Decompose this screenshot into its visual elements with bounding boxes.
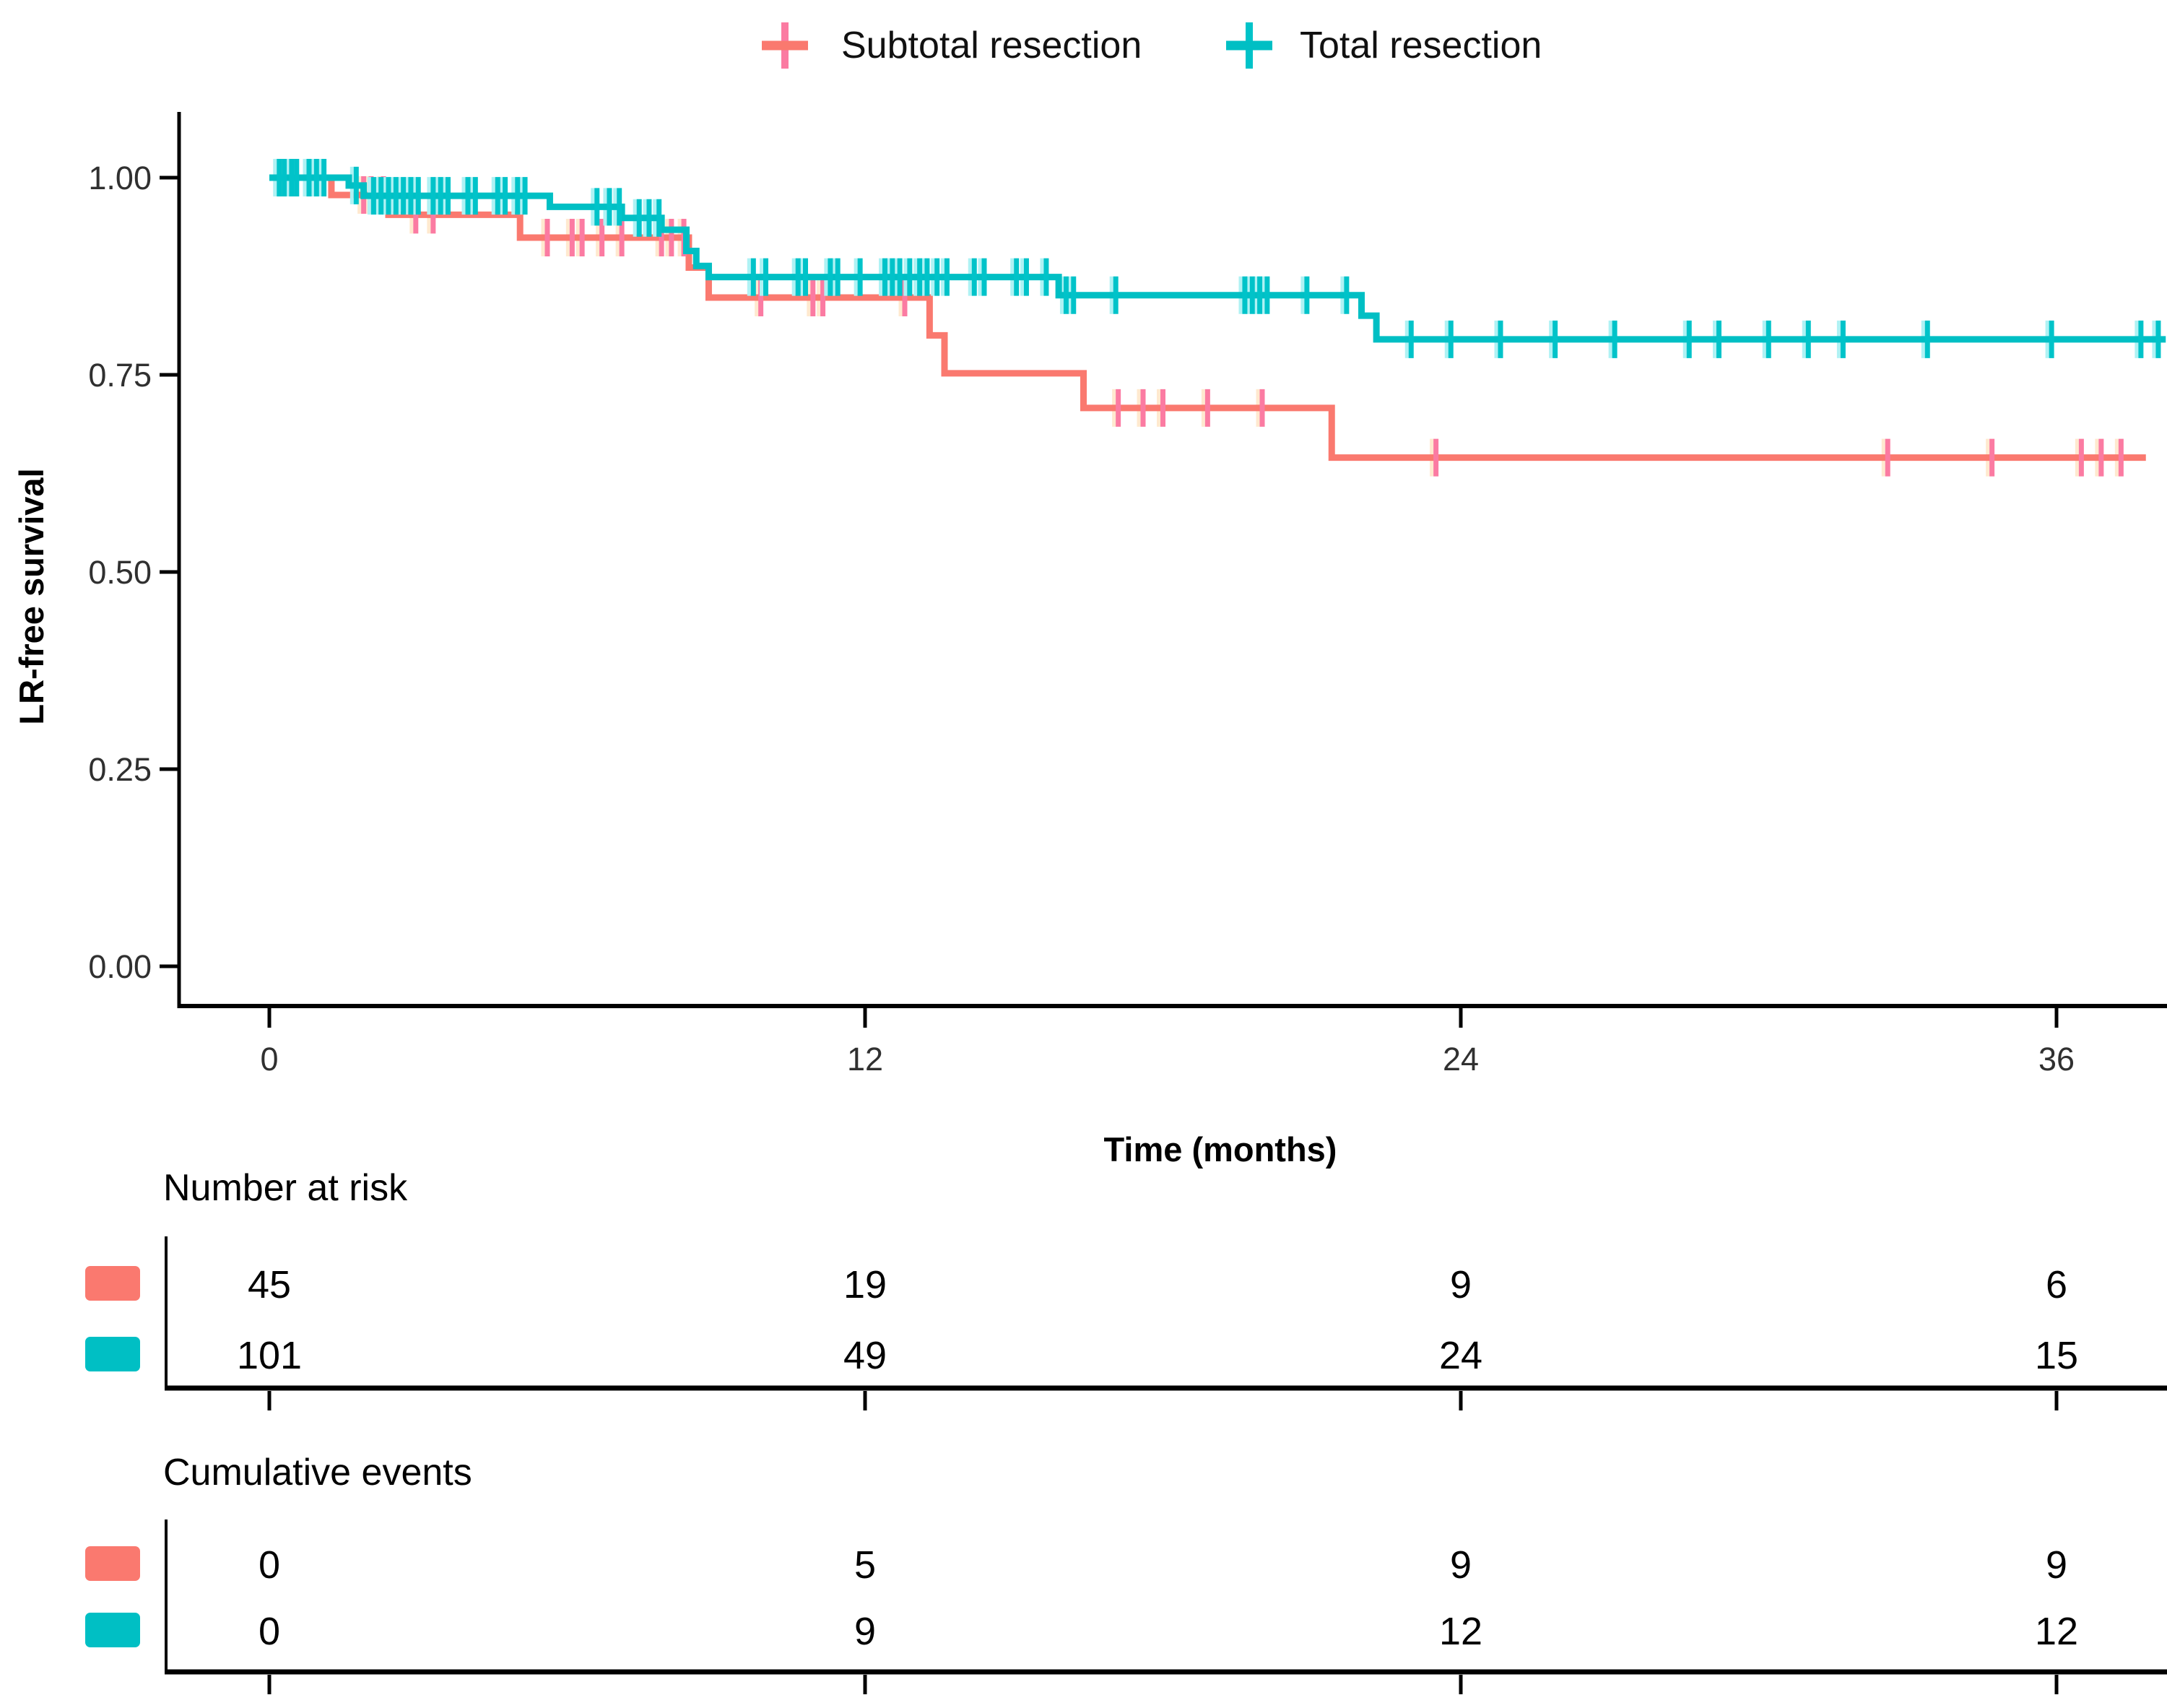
cumulative-events-table: Cumulative events 0 5 9 9 0 9 12 12 [85, 1452, 2167, 1694]
group-color-swatch [85, 1266, 140, 1301]
x-tick-label: 24 [1443, 1041, 1479, 1078]
plot-panel: 1.00 0.75 0.50 0.25 0.00 0 12 24 36 Time (month… [12, 112, 2167, 1169]
x-axis-title: Time (months) [1104, 1130, 1337, 1169]
y-axis-ticks: 1.00 0.75 0.50 0.25 0.00 [88, 160, 179, 985]
table-value: 12 [2035, 1610, 2078, 1653]
table-row: 45 19 9 6 [85, 1263, 2067, 1306]
x-axis-ticks: 0 12 24 36 [260, 1008, 2075, 1078]
survival-curves [269, 159, 2166, 477]
table-value: 0 [259, 1610, 280, 1653]
table-row: 101 49 24 15 [85, 1334, 2078, 1377]
table-value: 12 [1439, 1610, 1482, 1653]
chart-legend: Subtotal resection Total resection [762, 22, 1542, 69]
x-tick-label: 36 [2038, 1041, 2075, 1078]
y-axis-title: LR-free survival [12, 468, 51, 724]
table-value: 24 [1439, 1334, 1482, 1377]
survival-curve [269, 174, 2166, 343]
plus-icon [1226, 22, 1272, 69]
table-value: 9 [854, 1610, 876, 1653]
legend-label-total: Total resection [1300, 25, 1542, 66]
y-tick-label: 1.00 [88, 160, 152, 196]
table-value: 5 [854, 1543, 876, 1587]
table-value: 19 [843, 1263, 887, 1306]
risk-table-title: Number at risk [163, 1167, 408, 1209]
x-tick-label: 12 [847, 1041, 883, 1078]
x-tick-label: 0 [260, 1041, 278, 1078]
plus-icon [762, 22, 808, 69]
table-value: 45 [248, 1263, 291, 1306]
table-value: 101 [237, 1334, 302, 1377]
table-value: 9 [2046, 1543, 2067, 1587]
table-value: 15 [2035, 1334, 2078, 1377]
table-row: 0 9 12 12 [85, 1610, 2078, 1653]
risk-table-rows: 45 19 9 6 101 49 24 15 [85, 1263, 2078, 1410]
y-tick-label: 0.50 [88, 554, 152, 591]
table-row: 0 5 9 9 [85, 1543, 2067, 1587]
series-total-resection [269, 159, 2166, 358]
table-value: 0 [259, 1543, 280, 1587]
events-table-title: Cumulative events [163, 1452, 472, 1494]
legend-label-subtotal: Subtotal resection [841, 25, 1142, 66]
y-tick-label: 0.25 [88, 751, 152, 788]
events-table-rows: 0 5 9 9 0 9 12 12 [85, 1543, 2078, 1694]
group-color-swatch [85, 1613, 140, 1647]
number-at-risk-table: Number at risk 45 19 9 6 101 49 24 15 [85, 1167, 2167, 1410]
group-color-swatch [85, 1337, 140, 1371]
table-value: 9 [1450, 1543, 1472, 1587]
y-tick-label: 0.00 [88, 948, 152, 985]
table-value: 9 [1450, 1263, 1472, 1306]
table-value: 6 [2046, 1263, 2067, 1306]
group-color-swatch [85, 1546, 140, 1581]
table-value: 49 [843, 1334, 887, 1377]
y-tick-label: 0.75 [88, 357, 152, 394]
